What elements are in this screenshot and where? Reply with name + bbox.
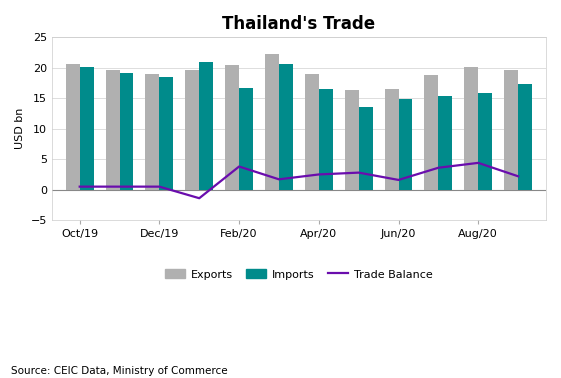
Bar (199, 62, 213, 190)
Bar (80, 67, 94, 190)
Bar (358, 107, 373, 190)
Text: Source: CEIC Data, Ministry of Commerce: Source: CEIC Data, Ministry of Commerce (11, 366, 228, 376)
Bar (279, 64, 293, 190)
Bar (504, 70, 518, 190)
Y-axis label: USD bn: USD bn (15, 108, 25, 149)
Bar (145, 74, 159, 190)
Bar (438, 96, 452, 190)
Bar (265, 54, 279, 190)
Bar (425, 74, 438, 190)
Bar (185, 70, 199, 190)
Bar (478, 93, 492, 190)
Bar (319, 89, 333, 190)
Title: Thailand's Trade: Thailand's Trade (222, 15, 375, 33)
Legend: Exports, Imports, Trade Balance: Exports, Imports, Trade Balance (161, 265, 437, 284)
Bar (385, 89, 398, 190)
Bar (305, 74, 319, 190)
Bar (398, 99, 412, 190)
Bar (344, 90, 358, 190)
Bar (159, 77, 173, 190)
Bar (105, 70, 119, 190)
Bar (239, 88, 253, 190)
Bar (518, 84, 532, 190)
Bar (119, 73, 134, 190)
Bar (225, 65, 239, 190)
Bar (465, 67, 478, 190)
Bar (66, 64, 80, 190)
